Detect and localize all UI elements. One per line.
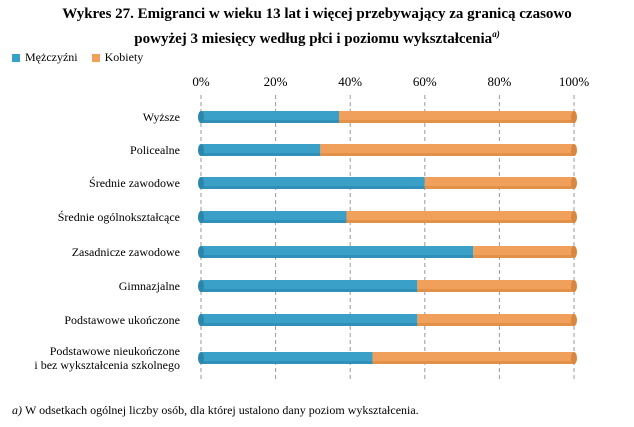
- category-label: Średnie ogólnokształcące: [58, 210, 180, 224]
- x-tick-label: 20%: [264, 74, 288, 89]
- bar-segment-shade: [201, 255, 474, 258]
- chart-title-line2-text: powyżej 3 miesięcy według płci i poziomu…: [134, 31, 493, 47]
- x-tick-label: 100%: [559, 74, 590, 89]
- category-label: Zasadnicze zawodowe: [72, 245, 180, 259]
- x-tick-label: 40%: [338, 74, 362, 89]
- bar-cap-left: [198, 246, 204, 258]
- legend: Mężczyźni Kobiety: [12, 50, 157, 65]
- bar-segment-shade: [201, 289, 418, 292]
- legend-item-women: Kobiety: [91, 50, 144, 65]
- bar-segment-shade: [201, 120, 340, 123]
- bar-cap-right: [571, 314, 577, 326]
- x-tick-label: 80%: [487, 74, 511, 89]
- bar-segment-shade: [417, 289, 574, 292]
- x-tick-label: 0%: [192, 74, 210, 89]
- bar-segment-shade: [320, 153, 574, 156]
- bar-cap-left: [198, 177, 204, 189]
- category-label: Wyższe: [143, 110, 180, 124]
- bar-cap-left: [198, 211, 204, 223]
- footnote-marker: a): [12, 403, 22, 417]
- bar-segment-shade: [346, 220, 574, 223]
- bar-cap-right: [571, 144, 577, 156]
- category-label: Podstawowe ukończone: [64, 313, 180, 327]
- bar-cap-right: [571, 280, 577, 292]
- bar-segment-shade: [372, 361, 574, 364]
- legend-swatch-men: [12, 53, 20, 62]
- x-tick-label: 60%: [413, 74, 437, 89]
- bar-cap-right: [571, 246, 577, 258]
- bar-cap-right: [571, 211, 577, 223]
- footnote-text: W odsetkach ogólnej liczby osób, dla któ…: [25, 403, 419, 417]
- legend-label-women: Kobiety: [104, 50, 144, 64]
- bar-segment-shade: [417, 323, 574, 326]
- chart-title-footnote-marker: a): [492, 29, 500, 39]
- bar-segment-shade: [424, 186, 574, 189]
- bar-cap-left: [198, 144, 204, 156]
- chart-title-line1: Wykres 27. Emigranci w wieku 13 lat i wi…: [62, 6, 572, 22]
- bar-segment-shade: [201, 361, 373, 364]
- footnote: a) W odsetkach ogólnej liczby osób, dla k…: [12, 403, 419, 418]
- bar-segment-shade: [201, 153, 321, 156]
- legend-item-men: Mężczyźni: [12, 50, 78, 65]
- category-label: Podstawowe nieukończone: [50, 344, 180, 358]
- bar-cap-left: [198, 280, 204, 292]
- category-label: i bez wykształcenia szkolnego: [34, 358, 180, 372]
- category-label: Gimnazjalne: [119, 279, 180, 293]
- bar-cap-left: [198, 111, 204, 123]
- chart-title-line2: powyżej 3 miesięcy według płci i poziomu…: [0, 25, 634, 48]
- bar-segment-shade: [339, 120, 574, 123]
- bar-cap-left: [198, 314, 204, 326]
- bar-cap-right: [571, 111, 577, 123]
- bar-segment-shade: [201, 323, 418, 326]
- category-label: Policealne: [130, 143, 180, 157]
- bar-segment-shade: [201, 220, 347, 223]
- legend-label-men: Mężczyźni: [25, 50, 78, 64]
- category-label: Średnie zawodowe: [89, 176, 180, 190]
- bar-cap-left: [198, 352, 204, 364]
- bar-segment-shade: [201, 186, 425, 189]
- legend-swatch-women: [91, 53, 100, 62]
- bar-cap-right: [571, 352, 577, 364]
- bar-cap-right: [571, 177, 577, 189]
- bar-segment-shade: [473, 255, 574, 258]
